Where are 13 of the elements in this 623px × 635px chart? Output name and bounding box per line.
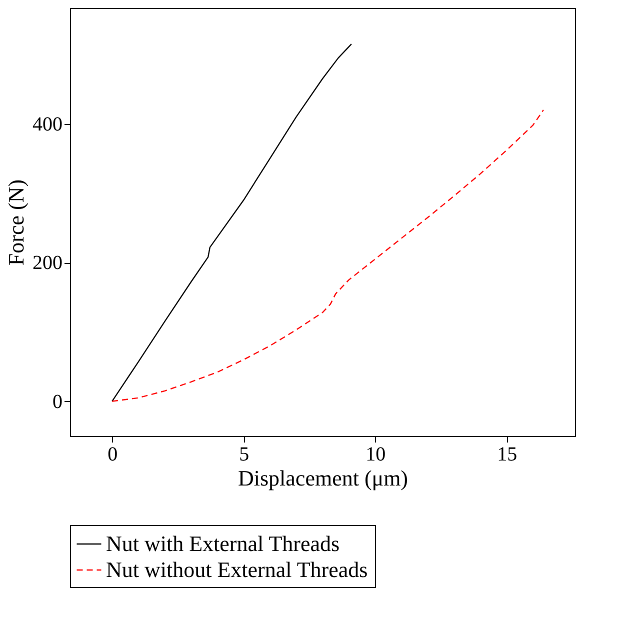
legend-label: Nut with External Threads <box>106 531 340 556</box>
x-tick-label: 10 <box>366 444 386 466</box>
x-axis-title: Displacement (μm) <box>238 466 408 490</box>
y-tick-label: 400 <box>32 113 62 136</box>
x-tick-label: 15 <box>497 444 518 466</box>
x-tick-label: 0 <box>108 444 118 466</box>
y-tick-label: 0 <box>52 390 62 413</box>
y-tick-label: 200 <box>32 252 62 274</box>
y-axis-title: Force (N) <box>4 179 28 266</box>
line-series <box>111 109 544 402</box>
line-series <box>111 43 352 402</box>
legend-label: Nut without External Threads <box>106 557 368 582</box>
x-tick-label: 5 <box>239 444 250 466</box>
